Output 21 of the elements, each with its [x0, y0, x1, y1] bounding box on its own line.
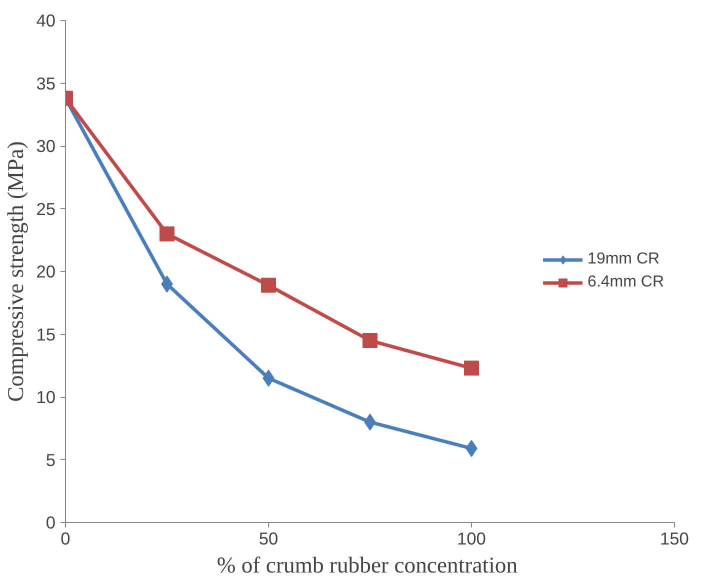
- y-tick-label: 0: [46, 512, 56, 532]
- y-axis-title: Compressive strength (MPa): [3, 141, 28, 402]
- point: [362, 333, 378, 348]
- x-tick-label: 0: [60, 528, 70, 548]
- y-tick-label: 5: [46, 450, 56, 470]
- x-tick-label: 50: [258, 528, 278, 548]
- x-tick-label: 150: [660, 528, 689, 548]
- y-tick-label: 10: [36, 387, 56, 407]
- y-tick-label: 30: [36, 136, 56, 156]
- y-tick-label: 40: [36, 10, 56, 30]
- y-tick-label: 20: [36, 262, 56, 282]
- y-tick-label: 15: [36, 324, 56, 344]
- x-axis-title: % of crumb rubber concentration: [216, 552, 518, 578]
- legend-label: 19mm CR: [588, 250, 660, 268]
- x-tick-label: 100: [457, 528, 486, 548]
- point: [464, 360, 479, 376]
- point: [160, 226, 174, 242]
- y-tick-label: 35: [36, 73, 56, 94]
- legend-label: 6.4mm CR: [588, 274, 664, 292]
- y-tick-label: 25: [36, 198, 56, 219]
- point: [261, 278, 276, 293]
